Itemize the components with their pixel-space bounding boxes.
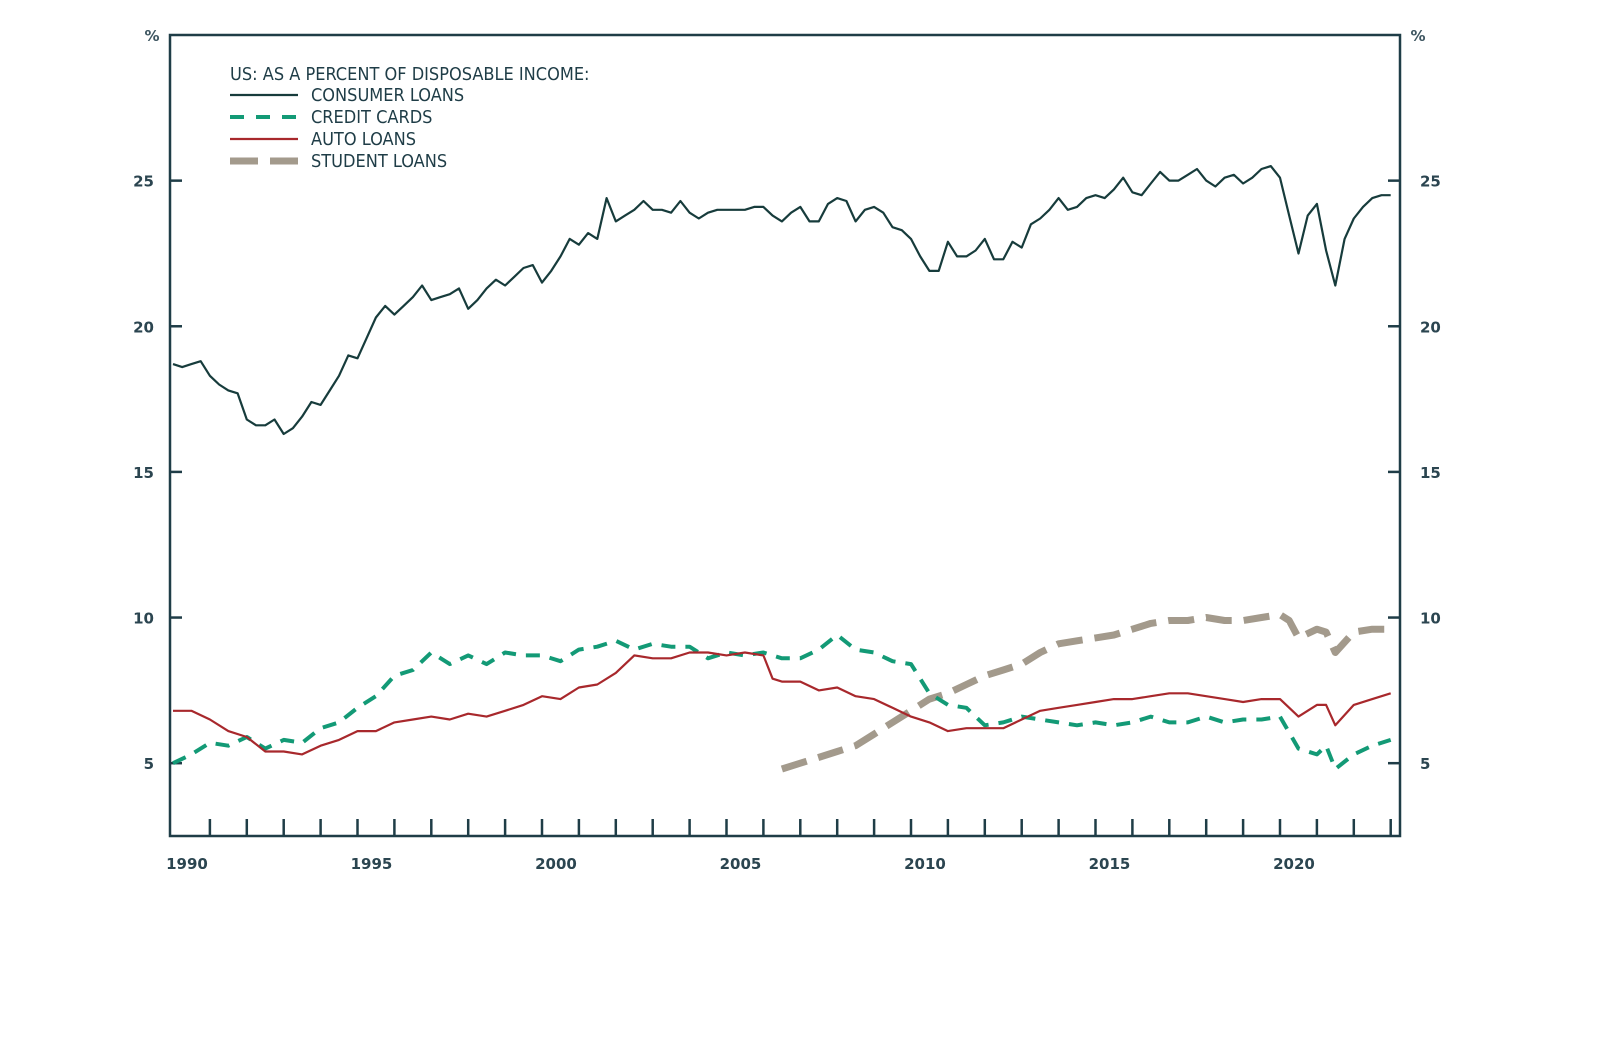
legend: US: AS A PERCENT OF DISPOSABLE INCOME: C…: [230, 64, 590, 172]
x-tick-label: 1995: [351, 855, 393, 873]
x-tick-label: 2010: [904, 855, 946, 873]
y-tick-label-right: 10: [1420, 610, 1441, 628]
y-tick-label-right: 20: [1420, 318, 1441, 336]
legend-label-consumer: CONSUMER LOANS: [311, 85, 464, 106]
legend-label-auto: AUTO LOANS: [311, 129, 416, 150]
axes: [168, 33, 1402, 838]
y-axis-left-unit-label: %: [144, 27, 159, 45]
y-ticks: 5 5 10 10 15 15 20 20 25 25: [133, 173, 1441, 774]
plot-frame: [168, 33, 1402, 838]
y-tick-label-left: 15: [133, 464, 154, 482]
x-tick-label: 2015: [1089, 855, 1131, 873]
series-line-auto: [173, 651, 1392, 756]
y-tick-label-right: 25: [1420, 173, 1441, 191]
series-line-student: [780, 611, 1391, 773]
y-tick-label-right: 15: [1420, 464, 1441, 482]
x-tick-label: 2005: [720, 855, 762, 873]
y-tick-label-left: 20: [133, 318, 154, 336]
legend-title: US: AS A PERCENT OF DISPOSABLE INCOME:: [230, 64, 590, 85]
series-layer: [172, 165, 1392, 773]
x-tick-label: 2000: [535, 855, 577, 873]
series-line-consumer: [172, 165, 1391, 436]
legend-label-student: STUDENT LOANS: [311, 151, 447, 172]
x-tick-label: 2020: [1273, 855, 1315, 873]
x-tick-label: 1990: [166, 855, 208, 873]
x-ticks: 1990 1995 2000 2005 2010 2015 2020: [166, 819, 1392, 873]
y-axis-right-unit-label: %: [1410, 27, 1425, 45]
series-line-credit: [172, 633, 1392, 771]
y-tick-label-left: 5: [144, 755, 154, 773]
legend-label-credit: CREDIT CARDS: [311, 107, 432, 128]
y-tick-label-left: 25: [133, 173, 154, 191]
y-tick-label-right: 5: [1420, 755, 1430, 773]
y-tick-label-left: 10: [133, 610, 154, 628]
